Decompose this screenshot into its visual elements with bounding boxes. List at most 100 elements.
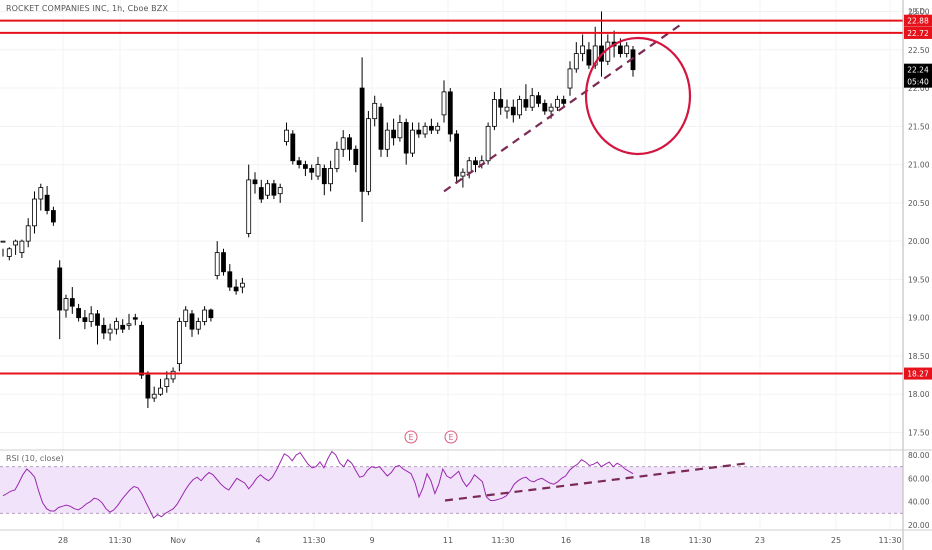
bar-countdown-label: 05:40: [907, 78, 929, 87]
candle: [290, 130, 296, 165]
candle: [57, 260, 63, 340]
candle: [265, 179, 271, 200]
candle-body: [372, 102, 378, 120]
candle-body: [542, 102, 548, 112]
candle: [315, 156, 321, 180]
candle: [347, 133, 352, 161]
candle-body: [473, 160, 478, 165]
candle: [202, 306, 208, 326]
rsi-tick-label: 80.00: [908, 451, 930, 460]
candle: [208, 308, 214, 322]
candle: [391, 118, 397, 146]
candle-body: [6, 248, 12, 257]
candle: [246, 164, 252, 238]
candle: [372, 95, 378, 127]
horizontal-line-label: 22.88: [907, 17, 929, 26]
time-tick-label: 11:30: [688, 536, 711, 545]
candle-body: [334, 148, 340, 169]
candle-body: [69, 298, 75, 307]
candle: [586, 42, 592, 69]
candle: [555, 95, 560, 112]
candle: [491, 91, 497, 131]
candle: [435, 122, 441, 134]
candle: [624, 42, 630, 58]
candle-body: [290, 133, 296, 162]
candle-body: [88, 313, 94, 322]
candle-body: [107, 328, 113, 334]
candle: [145, 371, 151, 409]
candle: [32, 191, 37, 234]
time-tick-label: 16: [561, 536, 571, 545]
candle-body: [435, 125, 441, 131]
candle-body: [227, 271, 233, 288]
candle-body: [277, 187, 283, 195]
price-tick-label: 17.50: [908, 429, 930, 438]
candle: [504, 99, 510, 119]
price-label-box: [904, 26, 932, 39]
candle-body: [573, 53, 579, 70]
candle: [170, 367, 176, 383]
candle-body: [63, 298, 69, 311]
last-price-label: 22.24: [907, 66, 929, 75]
candle: [378, 103, 384, 157]
candle-body: [618, 45, 623, 54]
candle: [561, 95, 567, 108]
candle-body: [498, 99, 504, 108]
candle-body: [523, 99, 529, 108]
candle: [277, 183, 283, 203]
candle: [365, 111, 371, 196]
time-tick-label: 9: [369, 536, 374, 545]
time-tick-label: 18: [640, 536, 650, 545]
candle-body: [605, 41, 611, 62]
candle-body: [365, 118, 371, 192]
candle-body: [460, 171, 466, 177]
earnings-marker: [444, 430, 458, 444]
candle: [485, 122, 491, 165]
candle-body: [586, 49, 592, 66]
candle-body: [246, 179, 252, 234]
candle-body: [548, 106, 554, 112]
price-tick-label: 23.00: [908, 8, 930, 17]
candle-body: [271, 183, 277, 196]
candle: [334, 141, 340, 173]
candle-body: [114, 321, 119, 330]
price-trend-line: [443, 22, 684, 193]
candle-body: [466, 160, 472, 173]
candle-body: [340, 137, 346, 150]
candle: [422, 122, 428, 138]
candle: [139, 321, 145, 379]
rsi-line: [2, 450, 634, 519]
candle-body: [491, 99, 497, 127]
last-price-box: [904, 63, 932, 88]
time-tick-label: 11: [443, 536, 453, 545]
candle-body: [239, 282, 245, 288]
candle: [6, 247, 12, 261]
candle-body: [510, 106, 516, 116]
candle-body: [447, 91, 453, 135]
candle-body: [378, 106, 384, 150]
price-tick-label: 21.00: [908, 161, 930, 170]
rsi-title: RSI (10, close): [6, 454, 64, 463]
candle: [258, 179, 264, 203]
candle: [114, 317, 119, 335]
candle-body: [555, 99, 560, 108]
candle-body: [101, 324, 107, 334]
candle: [580, 34, 585, 62]
candle-body: [592, 45, 598, 66]
candle: [221, 248, 226, 276]
candle-body: [561, 99, 567, 104]
price-tick-label: 20.50: [908, 199, 930, 208]
candle-body: [422, 125, 428, 135]
candle-body: [580, 45, 585, 54]
candle-body: [258, 187, 264, 200]
highlight-circle: [584, 36, 692, 156]
candle-body: [624, 45, 630, 54]
candle-body: [126, 323, 132, 326]
candle: [271, 179, 277, 200]
candle-body: [284, 129, 289, 143]
candle: [353, 145, 359, 173]
candle: [44, 186, 50, 215]
candle: [76, 303, 81, 322]
candle: [107, 323, 113, 341]
